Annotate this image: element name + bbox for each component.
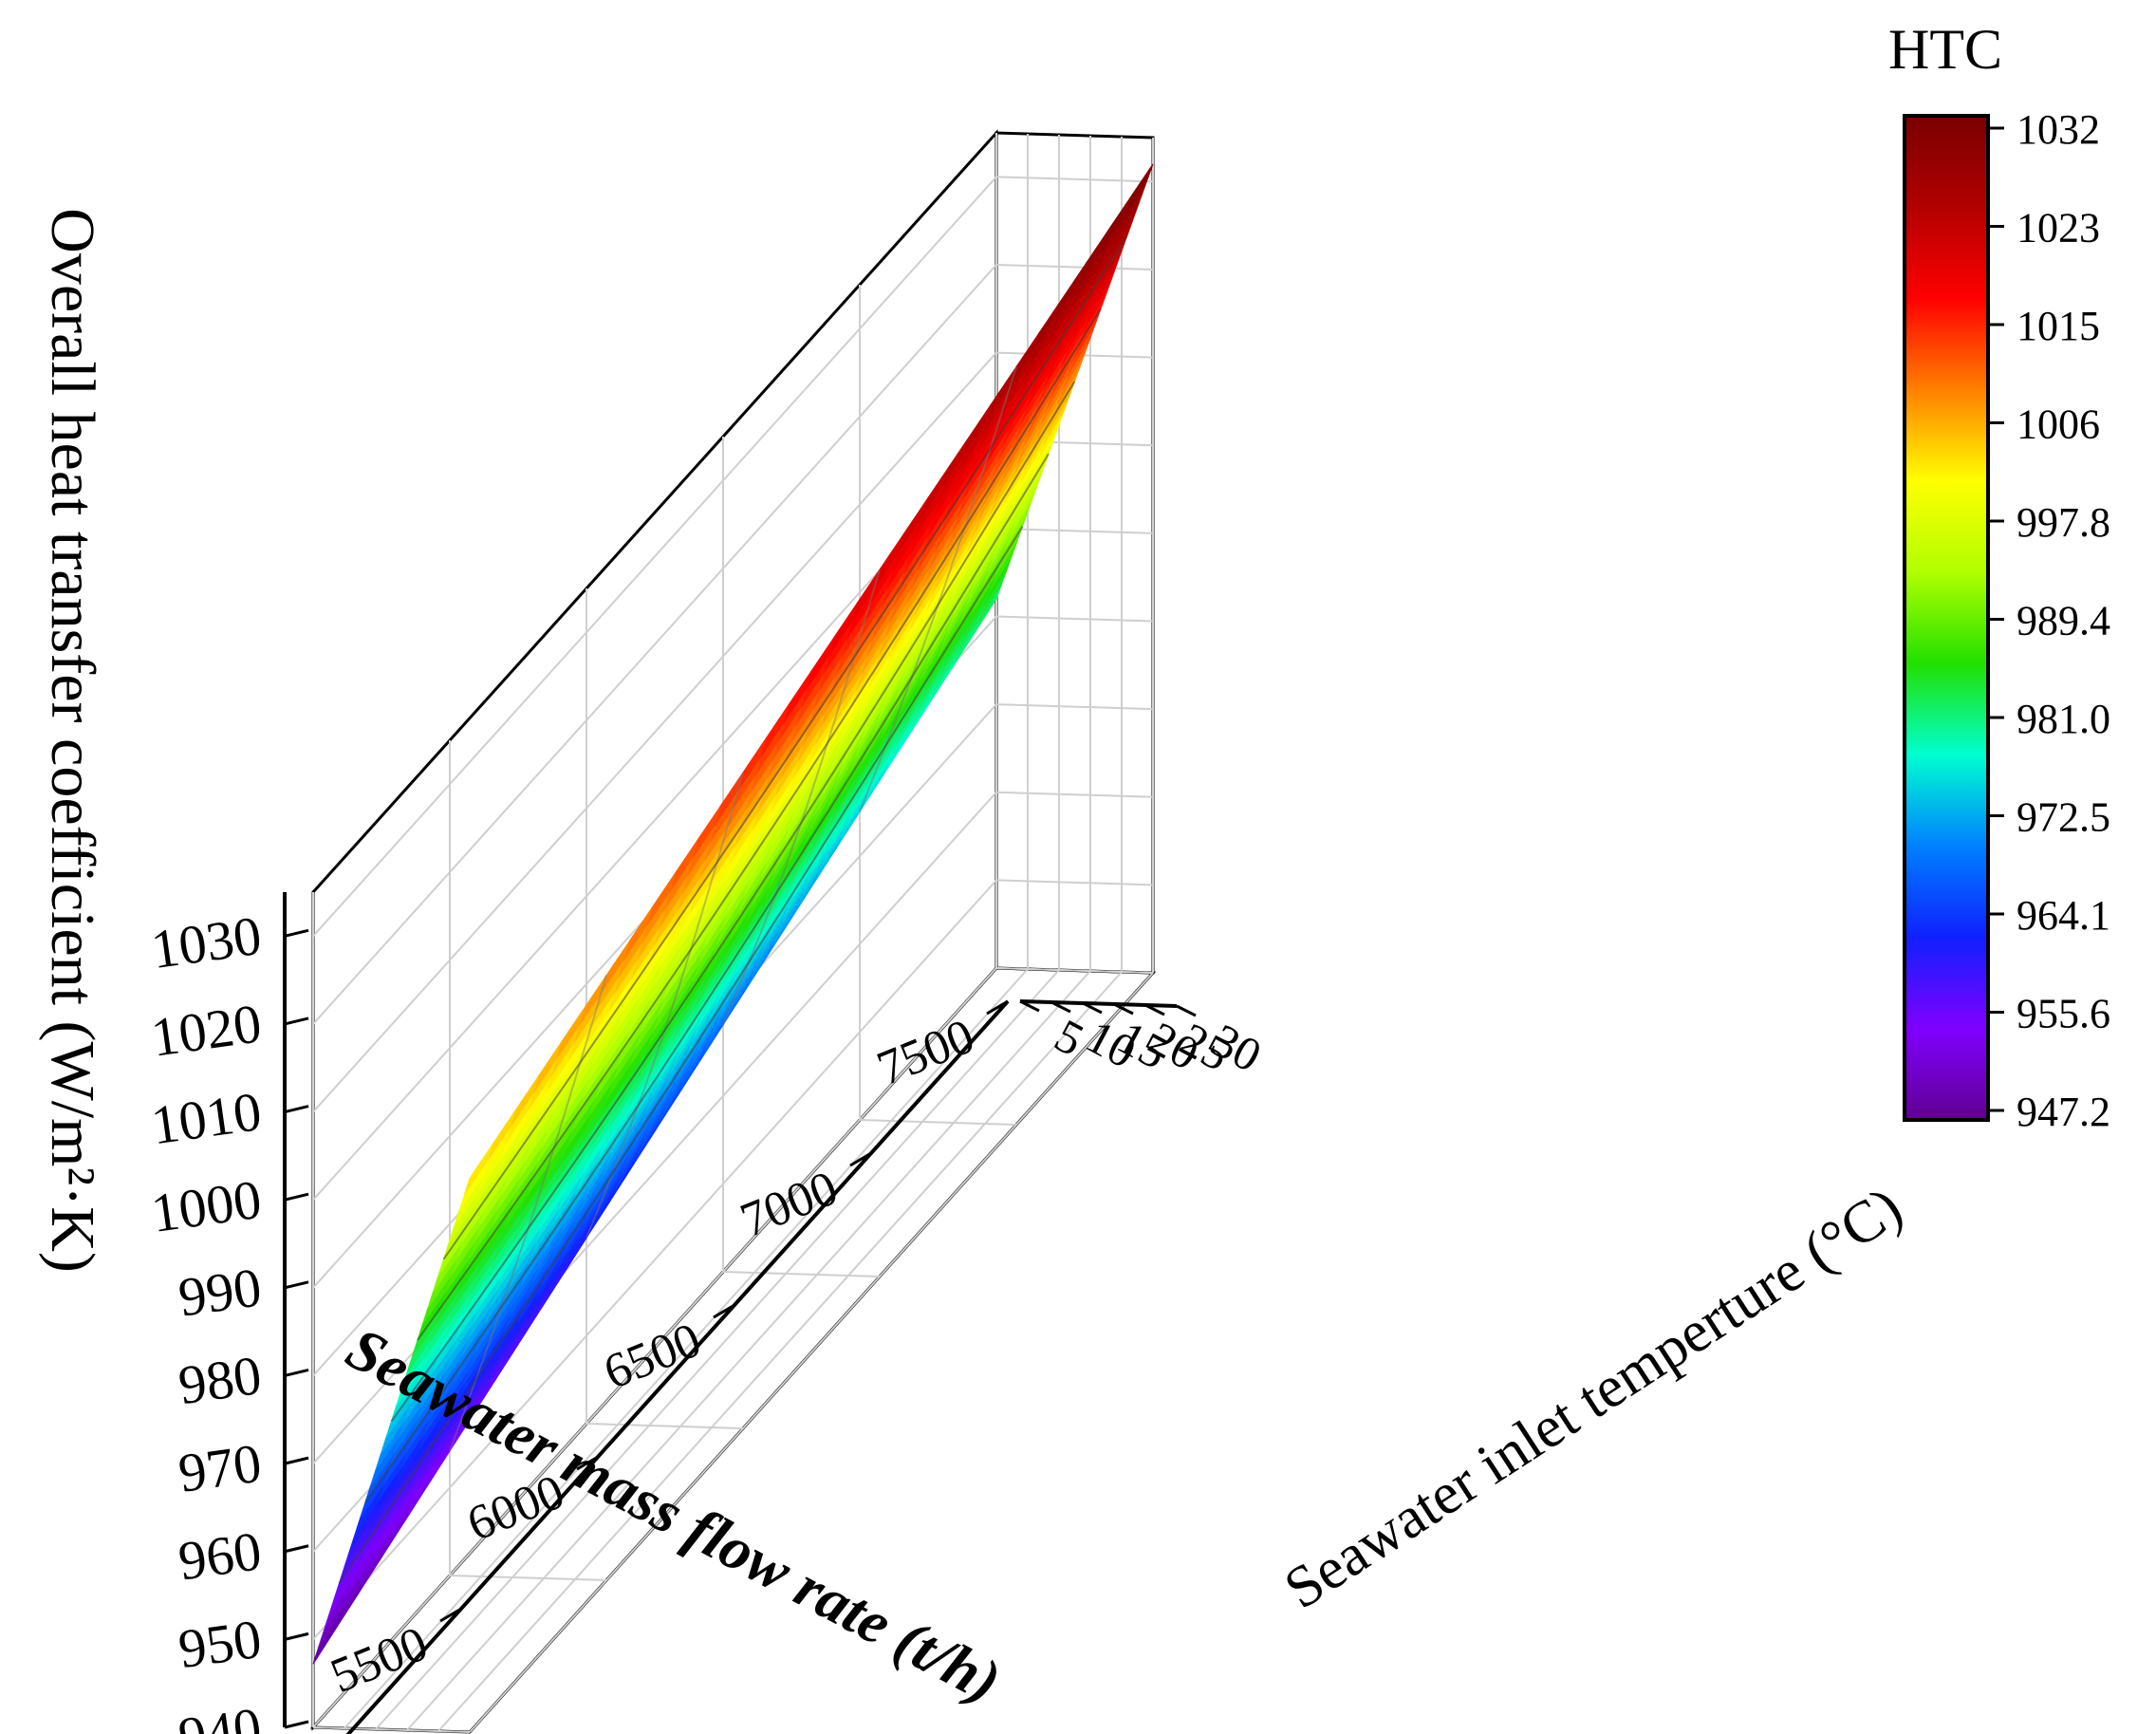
surface-mesh-temp — [338, 526, 1024, 1584]
z-tick-label: 950 — [175, 1608, 265, 1680]
grid-z-right — [995, 879, 1154, 886]
z-tick-mark — [284, 1016, 309, 1026]
x-tick-mark — [849, 1151, 872, 1167]
colorbar-tick-label: 955.6 — [2017, 991, 2110, 1037]
z-tick-mark — [284, 1192, 309, 1202]
y-tick-mark — [1176, 1004, 1197, 1017]
x-tick-mark — [576, 1455, 599, 1471]
z-tick-label: 980 — [175, 1344, 265, 1416]
grid-temp-floor — [469, 972, 1154, 1733]
surface-mesh-temp — [390, 381, 1076, 1422]
colorbar-tick-label: 972.5 — [2017, 794, 2110, 841]
z-tick-mark — [284, 928, 309, 938]
z-axis-label: Overall heat transfer coefficient (W/m²·… — [38, 208, 107, 1273]
z-tick-mark — [284, 1105, 309, 1114]
z-tick-mark — [284, 1544, 309, 1554]
y-tick-mark — [1050, 1000, 1071, 1014]
colorbar-ticks: 1032 1023 1015 1006 997.8 989.4 981.0 972.5 964.… — [1988, 106, 2110, 1135]
z-tick-mark — [284, 1369, 309, 1377]
grid-z-right — [995, 176, 1154, 183]
z-tick-mark — [284, 1456, 309, 1465]
z-tick-label: 940 — [175, 1695, 265, 1734]
z-tick-label: 1030 — [147, 904, 265, 981]
colorbar-tick-label: 981.0 — [2017, 696, 2110, 742]
y-axis-line — [1019, 999, 1178, 1008]
colorbar: HTC 1032 1023 1015 1006 997.8 989.4 981.0 972.5… — [1888, 18, 2110, 1135]
x-tick-mark — [713, 1303, 735, 1319]
x-tick-mark — [986, 999, 1009, 1016]
z-tick-label: 1010 — [147, 1080, 265, 1157]
grid-z-right — [995, 791, 1154, 798]
z-tick-label: 970 — [175, 1431, 265, 1503]
surface-patch — [464, 1144, 493, 1195]
z-tick-label: 1020 — [147, 992, 265, 1069]
grid-flow-floor — [585, 1423, 744, 1429]
grid-temp-floor — [406, 970, 1091, 1731]
x-tick-mark — [439, 1607, 462, 1623]
grid-flow-floor — [995, 967, 1154, 974]
z-tick-label: 990 — [175, 1256, 265, 1328]
grid-z-left — [312, 176, 997, 937]
grid-z-left — [312, 264, 997, 1025]
grid-z-left — [312, 351, 997, 1113]
grid-temp-floor — [344, 968, 1029, 1729]
grid-temp-floor — [312, 967, 997, 1728]
grid-z-right — [995, 615, 1154, 623]
grid-z-right — [995, 703, 1154, 711]
colorbar-tick-label: 1023 — [2017, 205, 2100, 252]
z-tick-mark — [284, 1280, 309, 1290]
y-tick-mark — [1113, 1002, 1134, 1016]
colorbar-title: HTC — [1888, 18, 2002, 81]
colorbar-tick-label: 997.8 — [2017, 499, 2110, 546]
colorbar-tick-label: 1032 — [2017, 106, 2100, 153]
y-tick-mark — [1082, 1001, 1103, 1015]
x-axis-line — [345, 999, 1010, 1734]
grid-z-left — [312, 879, 997, 1641]
colorbar-tick-label: 947.2 — [2017, 1089, 2110, 1135]
grid-z-right — [995, 263, 1154, 270]
grid-temp-floor — [437, 971, 1123, 1732]
grid-temp-floor — [375, 969, 1060, 1730]
grid-flow-floor — [722, 1271, 881, 1277]
y-axis-label: Seawater inlet temperture (°C) — [1273, 1175, 1913, 1622]
surface-mesh-temp — [442, 235, 1128, 1260]
surface-mesh-temp — [417, 308, 1102, 1341]
y-tick-mark — [1144, 1003, 1165, 1016]
right-wall-panel — [994, 131, 1155, 975]
z-tick-label: 960 — [175, 1520, 265, 1592]
surface-mesh-temp — [364, 453, 1050, 1503]
colorbar-gradient — [1903, 114, 1990, 1122]
grid-flow-floor — [449, 1575, 607, 1581]
y-tick-mark — [1019, 999, 1040, 1013]
surface-plot — [312, 163, 1154, 1665]
grid-flow-floor — [859, 1119, 1017, 1126]
colorbar-tick-label: 964.1 — [2017, 892, 2110, 939]
grid-z-right — [995, 527, 1154, 534]
z-tick-mark — [284, 1631, 309, 1641]
colorbar-tick-label: 989.4 — [2017, 598, 2110, 644]
z-tick-label: 1000 — [147, 1168, 265, 1245]
axes — [283, 892, 1197, 1734]
colorbar-tick-label: 1006 — [2017, 401, 2100, 448]
grid-flow-floor — [312, 1726, 471, 1733]
colorbar-tick-label: 1015 — [2017, 303, 2100, 349]
z-tick-mark — [284, 1720, 309, 1729]
